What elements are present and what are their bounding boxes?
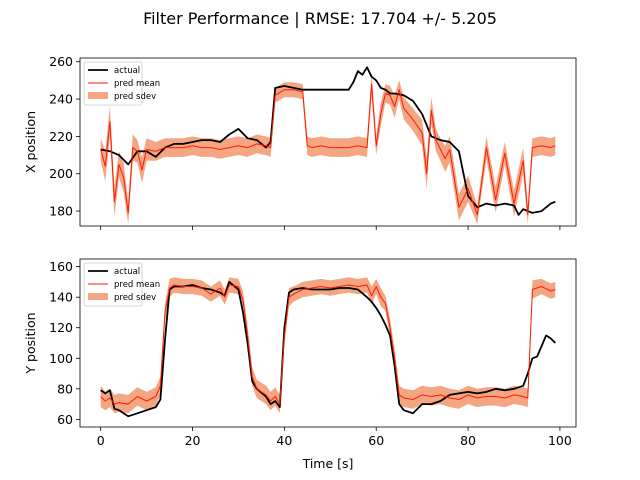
y-tick-label: 140 (49, 290, 73, 305)
y-tick-label: 180 (49, 204, 73, 219)
x-tick-label: 20 (185, 433, 201, 448)
x-axis-label: Time [s] (302, 456, 354, 471)
legend: actual pred mean pred sdev (83, 262, 160, 307)
y-tick-label: 100 (49, 351, 73, 366)
panel-y-position: 0 20 40 60 80 100 60 80 100 120 140 160 Y position Ti… (23, 258, 577, 471)
x-tick-label: 40 (276, 433, 292, 448)
x-tick-label: 0 (97, 433, 105, 448)
legend-pred-mean-label: pred mean (114, 79, 160, 89)
x-tick-label: 100 (548, 433, 572, 448)
pred-sdev-band (100, 72, 556, 225)
y-tick-label: 260 (49, 54, 73, 69)
actual-line (100, 280, 556, 418)
legend-actual-label: actual (114, 66, 140, 76)
y-tick-label: 240 (49, 92, 73, 107)
pred-mean-line (100, 83, 556, 216)
y-axis-label: Y position (23, 312, 38, 374)
legend-pred-sdev-label: pred sdev (114, 92, 156, 102)
x-tick-label: 60 (368, 433, 384, 448)
legend-pred-sdev-swatch (88, 92, 108, 99)
legend-pred-sdev-swatch (88, 293, 108, 300)
y-axis-label: X position (23, 111, 38, 173)
axes-frame (79, 258, 577, 428)
y-tick-label: 160 (49, 259, 73, 274)
axes-frame (79, 57, 577, 227)
pred-mean-line (100, 284, 556, 405)
y-tick-label: 120 (49, 320, 73, 335)
panel-x-position: 180 200 220 240 260 X position actual pred mean… (23, 54, 577, 230)
y-tick-label: 80 (57, 381, 73, 396)
x-tick-label: 80 (460, 433, 476, 448)
y-tick-label: 60 (57, 412, 73, 427)
legend-actual-label: actual (114, 267, 140, 277)
plot-area (100, 66, 556, 225)
pred-sdev-band (100, 277, 556, 414)
legend-pred-sdev-label: pred sdev (114, 293, 156, 303)
y-tick-label: 200 (49, 166, 73, 181)
plot-area (100, 277, 556, 418)
legend: actual pred mean pred sdev (83, 61, 160, 106)
chart-title: Filter Performance | RMSE: 17.704 +/- 5.… (143, 9, 497, 28)
legend-pred-mean-label: pred mean (114, 280, 160, 290)
actual-line (100, 66, 556, 216)
y-tick-label: 220 (49, 129, 73, 144)
